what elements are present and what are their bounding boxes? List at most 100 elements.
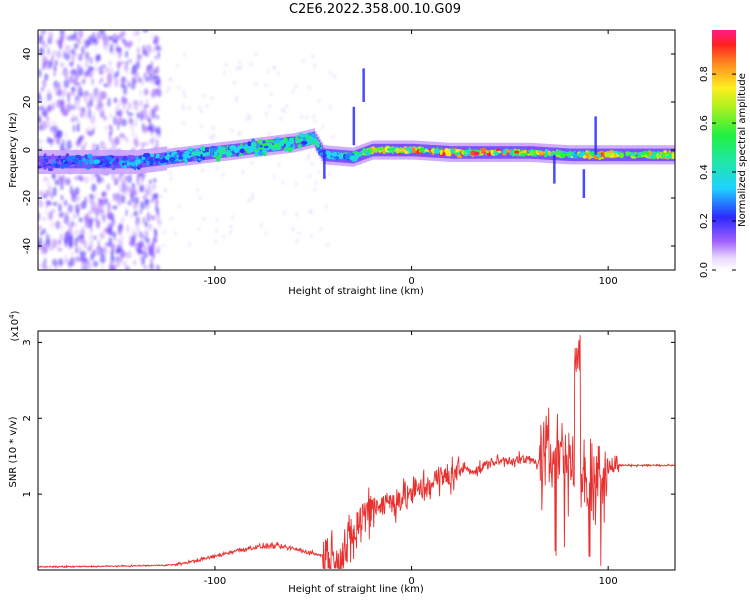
ridge-blob [126, 161, 130, 166]
ridge-blob [263, 145, 269, 149]
ridge-blob [527, 150, 532, 153]
noise-blob [222, 235, 225, 239]
noise-blob [142, 264, 148, 270]
ridge-blob [183, 154, 189, 159]
noise-blob [97, 239, 101, 250]
ridge-blob [269, 144, 275, 149]
noise-blob [102, 248, 108, 257]
noise-blob [285, 103, 288, 108]
noise-blob [38, 138, 42, 144]
ridge-blob [257, 147, 264, 150]
noise-blob [42, 43, 49, 48]
noise-blob [202, 93, 205, 98]
ridge-blob [461, 150, 465, 155]
noise-blob [125, 208, 128, 217]
ridge-blob [261, 150, 268, 154]
noise-blob [310, 209, 313, 213]
noise-blob [121, 251, 127, 258]
noise-blob [98, 106, 105, 117]
noise-blob [142, 49, 147, 56]
noise-blob [142, 195, 147, 200]
ridge-blob [44, 153, 47, 157]
ridge-blob [631, 152, 638, 156]
ridge-blob [351, 155, 356, 161]
noise-blob [38, 190, 44, 196]
noise-blob [137, 77, 142, 83]
noise-blob [147, 185, 152, 193]
ridge-blob [552, 152, 558, 155]
noise-blob [46, 238, 51, 247]
ridge-blob [47, 167, 54, 172]
noise-blob [56, 129, 62, 138]
ridge-blob [235, 148, 238, 153]
noise-blob [127, 235, 131, 240]
noise-blob [187, 106, 191, 110]
noise-blob [126, 108, 129, 114]
noise-blob [294, 84, 297, 88]
colorbar-tick-label: 0.0 [699, 262, 710, 278]
noise-blob [134, 141, 140, 148]
noise-blob [167, 86, 171, 90]
noise-blob [112, 39, 118, 44]
noise-blob [223, 71, 226, 75]
noise-blob [121, 177, 124, 185]
noise-blob [128, 124, 134, 130]
noise-blob [60, 225, 65, 232]
noise-blob [122, 134, 127, 141]
noise-blob [152, 67, 157, 77]
ridge-blob [329, 155, 333, 158]
noise-blob [108, 237, 113, 244]
noise-blob [79, 234, 85, 244]
ridge-blob [166, 153, 170, 158]
colorbar-ticks: 0.0 0.2 0.4 0.6 0.8 [699, 66, 736, 278]
colorbar-tick-label: 0.4 [699, 164, 710, 180]
noise-blob [203, 217, 206, 221]
spectrogram-y-axis-label: Frequency (Hz) [8, 112, 19, 188]
noise-blob [157, 51, 160, 60]
noise-blob [51, 238, 58, 249]
ridge-blob [311, 140, 315, 144]
noise-blob [54, 84, 57, 94]
noise-blob [133, 260, 137, 266]
ridge-blob [387, 147, 393, 152]
noise-blob [40, 105, 45, 111]
noise-blob [153, 133, 158, 138]
noise-blob [41, 40, 45, 45]
noise-blob [149, 179, 152, 185]
y-tick-label: 1 [22, 491, 33, 497]
noise-blob [75, 247, 79, 254]
noise-blob [78, 246, 83, 251]
ridge-blob [87, 153, 93, 159]
spectrogram-plot-area [38, 30, 675, 270]
noise-blob [64, 211, 69, 222]
noise-blob [139, 89, 142, 97]
noise-blob [162, 243, 166, 248]
ridge-blob [178, 151, 183, 157]
ridge-blob [567, 150, 573, 156]
noise-blob [132, 132, 136, 139]
noise-blob [126, 67, 129, 77]
noise-blob [96, 175, 102, 184]
noise-blob [91, 143, 96, 149]
noise-blob [63, 199, 68, 207]
noise-blob [215, 229, 218, 233]
ridge-blob [660, 152, 666, 158]
noise-blob [313, 187, 317, 192]
noise-blob [152, 185, 156, 194]
noise-blob [103, 115, 107, 122]
noise-blob [41, 262, 45, 270]
noise-blob [205, 104, 209, 109]
ridge-blob [307, 132, 313, 136]
noise-blob [78, 217, 83, 223]
noise-blob [315, 181, 318, 185]
noise-blob [54, 179, 60, 186]
y-tick-label: 3 [22, 339, 33, 345]
noise-blob [94, 46, 97, 52]
noise-blob [41, 86, 44, 92]
noise-blob [94, 217, 97, 222]
ridge-blob [274, 137, 281, 140]
noise-blob [182, 90, 185, 94]
noise-blob [138, 101, 144, 107]
ridge-blob [238, 154, 241, 157]
noise-blob [155, 245, 160, 254]
